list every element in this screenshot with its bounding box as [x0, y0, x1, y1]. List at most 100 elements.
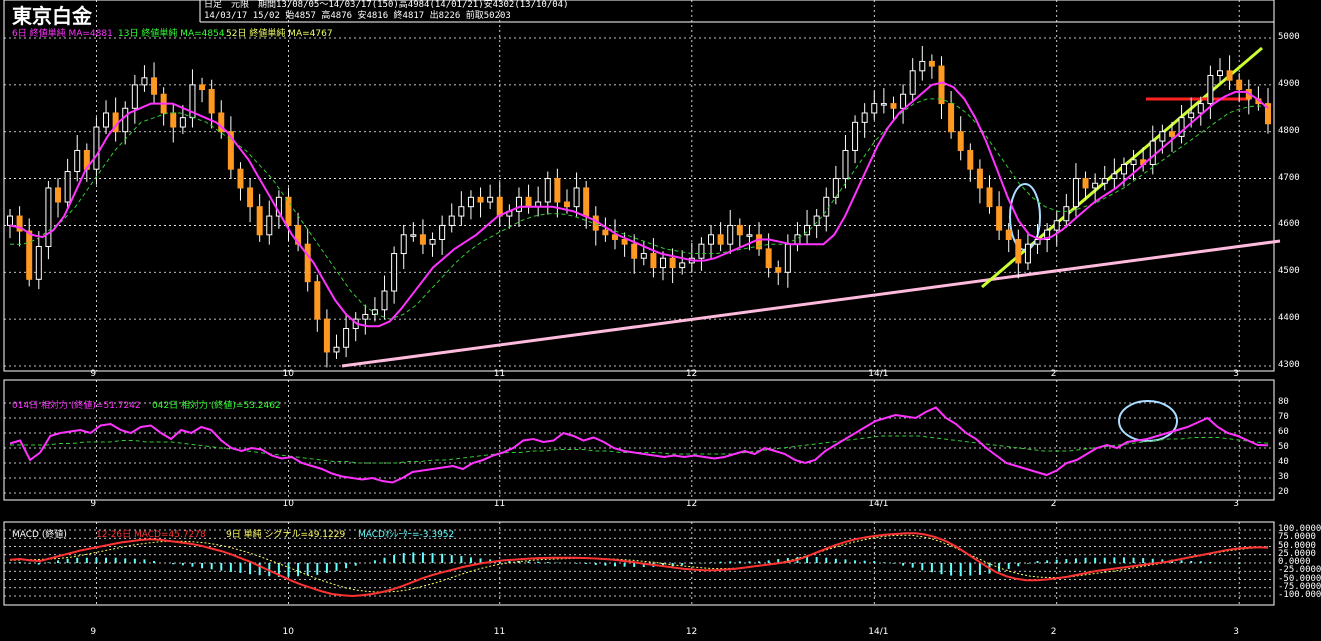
candle-body: [391, 253, 398, 292]
price-y-tick-label: 4600: [1278, 219, 1300, 230]
candle-body: [1197, 103, 1204, 114]
candle-body: [16, 215, 23, 232]
candle-body: [746, 234, 753, 237]
candle-body: [199, 84, 206, 91]
candle-body: [871, 103, 878, 114]
candle-body: [1265, 103, 1271, 125]
candle-body: [1216, 70, 1223, 76]
ma13-line: [10, 98, 1269, 320]
candle-body: [26, 230, 33, 280]
x-tick-label: 11: [493, 499, 506, 509]
macd-y-tick-label: 25.0000: [1278, 548, 1316, 559]
price-y-tick-label: 4900: [1278, 78, 1300, 89]
x-tick-label: 10: [282, 499, 294, 509]
candle-body: [1005, 229, 1012, 240]
candle-body: [717, 234, 724, 245]
candle-body: [1111, 173, 1118, 180]
candle-body: [343, 328, 350, 348]
candle-body: [170, 112, 177, 128]
ma6-line: [9, 81, 1269, 328]
candle-body: [1024, 243, 1031, 264]
x-tick-label: 14/1: [868, 499, 889, 509]
candle-body: [227, 131, 234, 170]
candle-body: [477, 196, 484, 203]
rsi-y-tick-label: 30: [1278, 472, 1289, 482]
macd-line: [9, 532, 1269, 598]
legend-signal: 9日 単純 シグナル=49.1229: [226, 530, 346, 540]
legend-ma52: 52日 終値単純 MA=4767: [226, 29, 333, 39]
candle-body: [813, 215, 820, 226]
candle-body: [976, 168, 983, 189]
candle-body: [765, 248, 772, 269]
candle-body: [1034, 238, 1041, 245]
x-tick-label: 11: [493, 627, 506, 637]
candle-body: [727, 224, 734, 245]
x-tick-label: 12: [685, 627, 698, 637]
candle-body: [179, 117, 186, 128]
candle-body: [602, 229, 609, 236]
candle-body: [1178, 117, 1185, 137]
candle-body: [93, 126, 100, 170]
rsi-y-tick-label: 40: [1278, 457, 1289, 467]
candle-body: [35, 246, 42, 280]
candle-body: [1207, 74, 1214, 105]
x-tick-label: 12: [685, 369, 698, 379]
candle-body: [900, 93, 907, 109]
support-trendline: [341, 239, 1281, 368]
candle-body: [736, 224, 743, 236]
candle-body: [1044, 229, 1051, 240]
candle-body: [909, 70, 916, 95]
candle-body: [74, 149, 81, 173]
macd-y-tick-label: -75.0000: [1278, 581, 1321, 592]
rsi-y-tick-label: 50: [1278, 442, 1289, 452]
price-y-tick-label: 4800: [1278, 125, 1300, 136]
candle-body: [381, 290, 388, 311]
candle-body: [467, 196, 474, 208]
candle-body: [640, 253, 647, 259]
candle-body: [323, 318, 330, 353]
price-y-tick-label: 4700: [1278, 172, 1300, 183]
candle-body: [698, 243, 705, 259]
price-panel-frame: [3, 0, 1275, 372]
legend-macd: 12-26日 MACD=45.7278: [96, 530, 206, 540]
x-tick-label: 2: [1050, 369, 1057, 379]
candle-body: [439, 224, 446, 240]
quote-info: 14/03/17 15/02 始4857 高4876 安4816 終4817 出…: [204, 11, 511, 21]
rsi-y-tick-label: 20: [1278, 487, 1289, 497]
rsi-y-tick-label: 70: [1278, 412, 1289, 422]
candle-body: [928, 60, 935, 67]
candle-body: [563, 201, 570, 208]
candle-body: [525, 196, 532, 208]
candle-body: [496, 196, 503, 217]
macd-y-tick-label: 75.0000: [1278, 532, 1316, 543]
candle-body: [1226, 70, 1233, 81]
candle-body: [573, 187, 580, 208]
legend-rsi42: 042日 相対力 (終値)=53.2462: [152, 401, 281, 411]
rsi-y-tick-label: 60: [1278, 427, 1289, 437]
price-y-tick-label: 4300: [1278, 360, 1300, 370]
candle-body: [1092, 182, 1099, 189]
candle-body: [784, 243, 791, 273]
candle-body: [55, 187, 62, 203]
x-tick-label: 9: [90, 499, 97, 509]
legend-macd-title: MACD (終値): [12, 530, 67, 540]
price-y-tick-label: 4400: [1278, 313, 1300, 324]
x-tick-label: 2: [1050, 627, 1057, 637]
candle-body: [1120, 164, 1127, 175]
candle-body: [669, 257, 676, 269]
candle-body: [410, 234, 417, 237]
macd-y-tick-label: -100.0000: [1278, 590, 1321, 600]
candle-body: [986, 187, 993, 208]
x-tick-label: 3: [1233, 369, 1239, 379]
x-tick-label: 10: [282, 369, 294, 379]
candle-body: [1101, 178, 1108, 184]
candle-body: [103, 112, 110, 128]
candle-body: [919, 60, 926, 72]
highlight-circle-rsi: [1118, 400, 1178, 442]
legend-ma6: 6日 終値単純 MA=4881: [12, 29, 113, 39]
candle-body: [631, 243, 638, 259]
candle-body: [1053, 220, 1060, 231]
candle-body: [650, 253, 657, 269]
x-tick-label: 14/1: [868, 369, 889, 379]
